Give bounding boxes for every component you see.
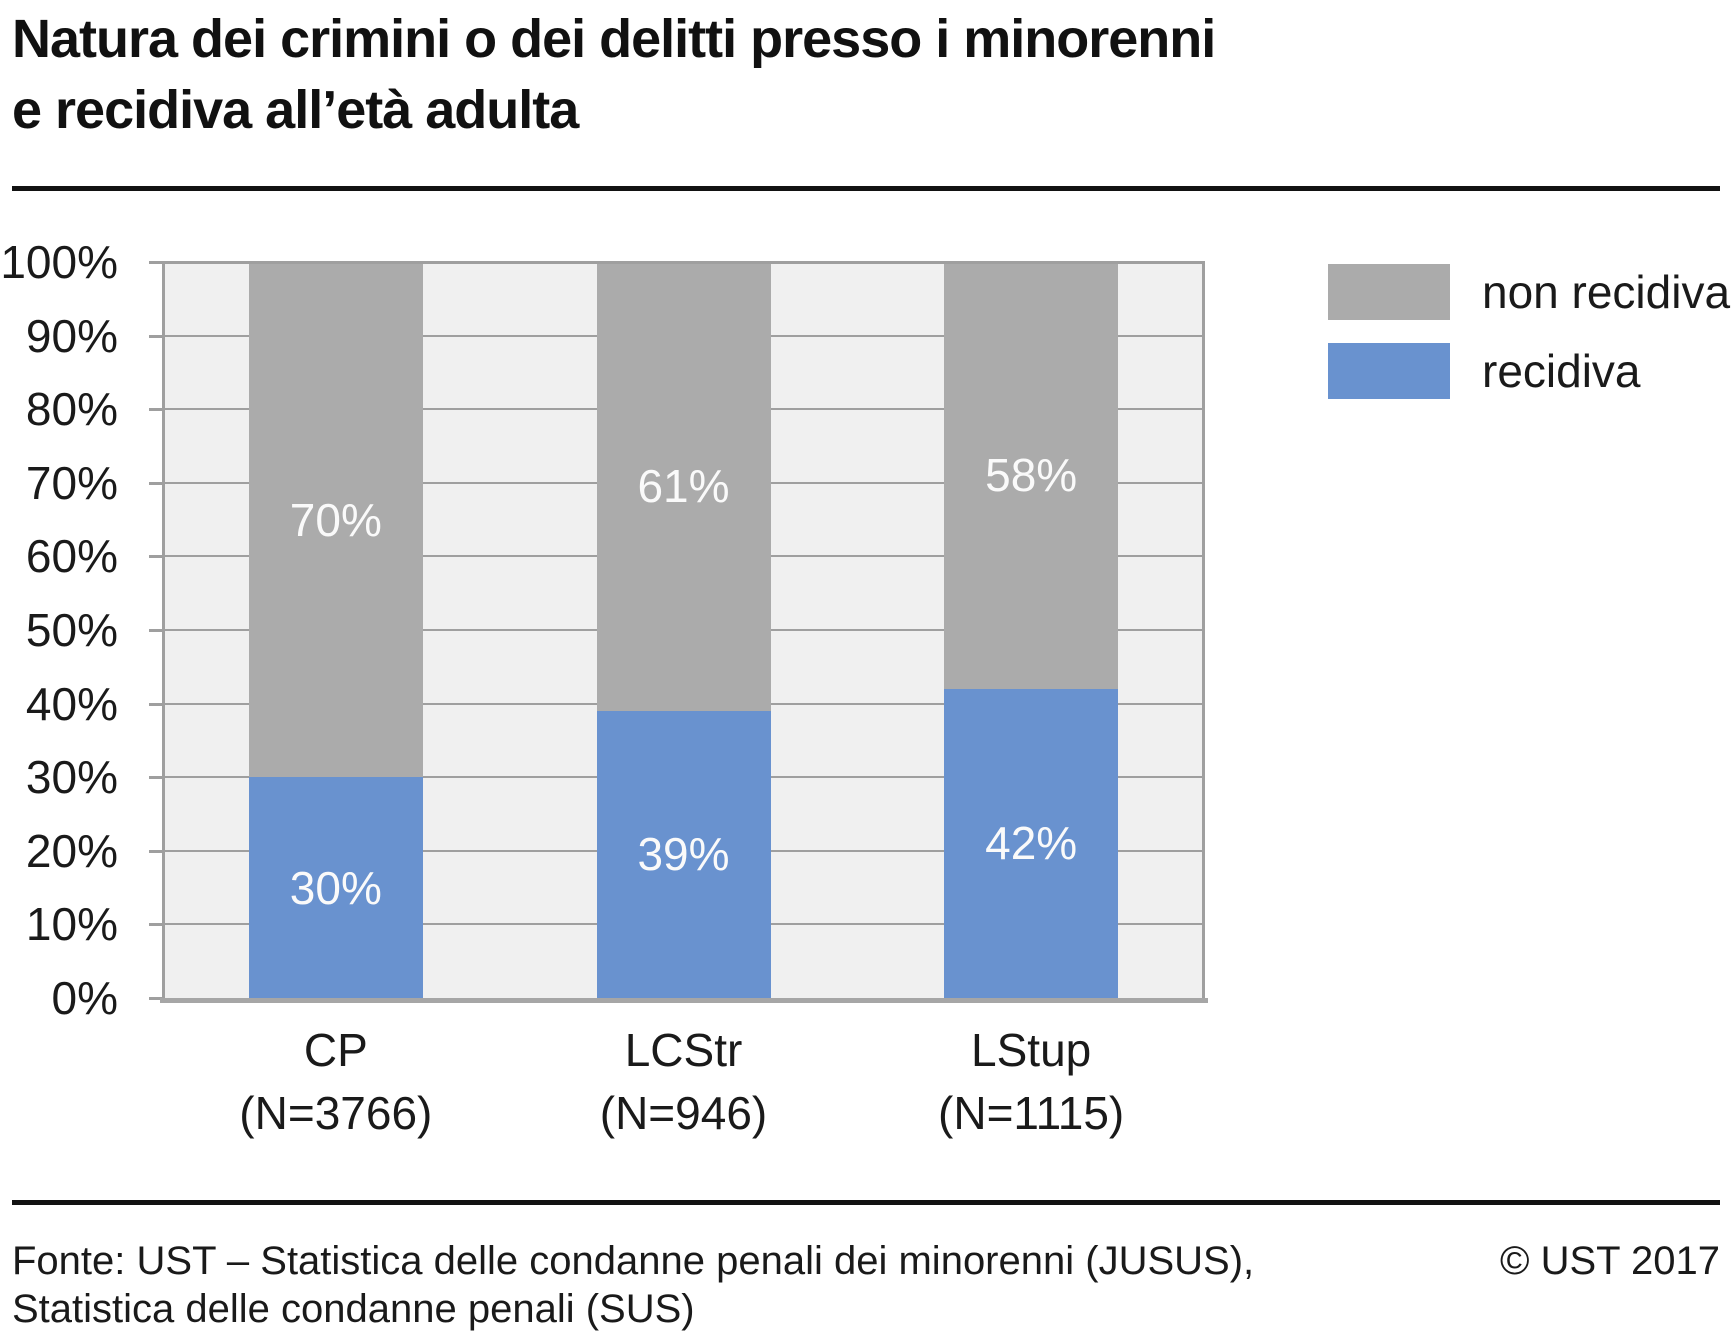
chart-title-line2: e recidiva all’età adulta: [12, 80, 579, 140]
bar-segment-non-recidiva: 58%: [944, 262, 1119, 689]
y-axis-label: 20%: [25, 824, 118, 877]
y-axis-tick: [149, 997, 162, 1000]
bar-value-label: 70%: [289, 493, 382, 546]
y-axis-label: 80%: [25, 383, 118, 436]
bar-value-label: 61%: [637, 460, 730, 513]
footer-divider: [12, 1200, 1720, 1205]
chart-title: Natura dei crimini o dei delitti presso …: [12, 4, 1216, 146]
y-axis-tick: [149, 261, 162, 264]
plot-top-border: [162, 261, 1205, 264]
bar-value-label: 30%: [289, 861, 382, 914]
y-axis-label: 0%: [51, 972, 118, 1024]
bar-segment-non-recidiva: 70%: [248, 262, 423, 778]
y-axis-tick: [149, 408, 162, 412]
y-axis-tick: [149, 334, 162, 338]
y-axis-tick: [149, 776, 162, 780]
y-axis-tick: [149, 629, 162, 632]
x-axis-category-n: (N=1115): [938, 1087, 1125, 1139]
x-axis-category-n: (N=946): [599, 1087, 768, 1139]
y-axis-label: 70%: [25, 456, 118, 509]
x-axis-category-n: (N=3766): [239, 1087, 433, 1139]
footer-source-line2: Statistica delle condanne penali (SUS): [12, 1285, 1720, 1331]
y-axis-label: 30%: [25, 751, 118, 804]
bar-value-label: 42%: [985, 817, 1078, 870]
x-axis-category: LStup: [971, 1024, 1092, 1076]
bar-value-label: 39%: [637, 828, 730, 881]
copyright-text: © UST 2017: [1500, 1239, 1720, 1283]
source-text-line1: Fonte: UST – Statistica delle condanne p…: [12, 1239, 1255, 1283]
source-text-line2: Statistica delle condanne penali (SUS): [12, 1287, 695, 1331]
y-axis-tick: [149, 849, 162, 853]
x-axis-label: LCStr (N=946): [524, 1019, 844, 1145]
y-axis-tick: [149, 923, 162, 927]
x-axis-category: CP: [303, 1024, 368, 1076]
title-divider: [12, 186, 1720, 191]
y-axis-label: 50%: [25, 604, 118, 656]
x-axis-line: [160, 998, 1208, 1003]
x-axis-category: LCStr: [624, 1024, 743, 1076]
x-axis-label: LStup (N=1115): [871, 1019, 1191, 1145]
y-axis-label: 100%: [0, 236, 118, 288]
y-axis-label: 90%: [25, 309, 118, 362]
y-axis-label: 10%: [25, 898, 118, 951]
y-axis-label: 60%: [25, 530, 118, 583]
y-axis-tick: [149, 481, 162, 485]
bar-segment-recidiva: 30%: [248, 777, 423, 998]
bar-segment-non-recidiva: 61%: [596, 262, 771, 711]
footer-source-line1: Fonte: UST – Statistica delle condanne p…: [12, 1237, 1720, 1285]
chart-title-line1: Natura dei crimini o dei delitti presso …: [12, 9, 1216, 69]
x-axis-label: CP (N=3766): [176, 1019, 496, 1145]
legend-label: recidiva: [1482, 345, 1641, 397]
y-axis-label: 40%: [25, 677, 118, 730]
bar-segment-recidiva: 42%: [944, 688, 1119, 998]
legend-swatch: [1328, 264, 1450, 320]
bar-segment-recidiva: 39%: [596, 710, 771, 998]
bar-value-label: 58%: [985, 449, 1078, 502]
legend-swatch: [1328, 343, 1450, 399]
legend-label: non recidiva: [1482, 266, 1731, 318]
y-axis-tick: [149, 702, 162, 706]
y-axis-tick: [149, 555, 162, 559]
